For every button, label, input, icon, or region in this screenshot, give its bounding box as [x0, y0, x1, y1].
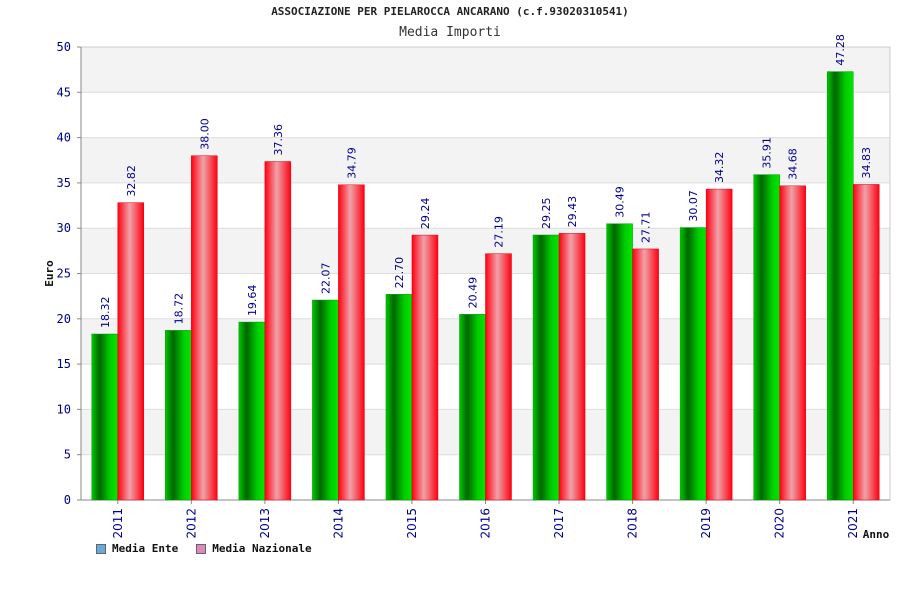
- y-tick-label: 20: [57, 312, 71, 326]
- data-label: 38.00: [198, 118, 211, 150]
- legend-swatch-media-ente: [96, 543, 106, 554]
- x-tick-label: 2020: [773, 508, 787, 539]
- y-tick-label: 40: [57, 131, 71, 145]
- data-label: 22.07: [319, 263, 332, 295]
- chart-title: ASSOCIAZIONE PER PIELAROCCA ANCARANO (c.…: [271, 5, 629, 18]
- data-label: 35.91: [761, 137, 774, 169]
- y-tick-label: 50: [57, 40, 71, 54]
- data-label: 34.79: [345, 147, 358, 179]
- bar-media-ente-2016: [459, 314, 486, 501]
- bar-media-ente-2018: [606, 223, 633, 501]
- bar-media-nazionale-2015: [411, 234, 439, 501]
- y-tick-label: 35: [57, 176, 71, 190]
- legend-item-media-nazionale: Media Nazionale: [196, 542, 312, 555]
- x-tick-label: 2019: [699, 508, 713, 539]
- data-label: 29.24: [419, 198, 432, 230]
- x-tick-label: 2017: [552, 508, 566, 539]
- bar-media-nazionale-2013: [264, 161, 292, 501]
- data-label: 22.70: [393, 257, 406, 289]
- x-tick-label: 2018: [626, 508, 640, 539]
- bar-media-ente-2015: [385, 294, 413, 501]
- x-tick-label: 2014: [331, 508, 345, 539]
- x-tick-label: 2013: [258, 508, 272, 539]
- data-label: 18.72: [172, 293, 185, 325]
- y-tick-label: 30: [57, 221, 71, 235]
- data-label: 27.19: [493, 216, 506, 248]
- data-label: 34.32: [713, 152, 726, 184]
- y-tick-label: 10: [57, 402, 71, 416]
- bar-media-nazionale-2020: [779, 185, 806, 501]
- bar-media-ente-2020: [753, 174, 780, 501]
- data-label: 30.07: [687, 190, 700, 222]
- x-tick-label: 2015: [405, 508, 419, 539]
- x-tick-label: 2011: [111, 508, 125, 539]
- legend-label-media-ente: Media Ente: [112, 542, 179, 555]
- legend: Media Ente Media Nazionale: [96, 542, 312, 555]
- y-tick-label: 45: [57, 85, 71, 99]
- y-tick-label: 0: [64, 493, 71, 507]
- bar-media-nazionale-2012: [191, 155, 218, 501]
- y-axis-label: Euro: [43, 260, 56, 287]
- data-label: 32.82: [125, 165, 138, 197]
- x-axis-label: Anno: [863, 528, 890, 541]
- x-tick-label: 2012: [184, 508, 198, 539]
- chart-subtitle: Media Importi: [399, 25, 501, 40]
- data-label: 30.49: [614, 186, 627, 218]
- y-tick-label: 5: [64, 448, 71, 462]
- grid-band: [81, 47, 890, 93]
- bar-media-ente-2011: [91, 333, 119, 501]
- data-label: 34.68: [787, 148, 800, 180]
- legend-item-media-ente: Media Ente: [96, 542, 178, 555]
- data-label: 18.32: [99, 297, 112, 329]
- data-label: 47.28: [834, 34, 847, 66]
- data-label: 29.43: [566, 196, 579, 228]
- data-label: 19.64: [246, 285, 259, 317]
- x-tick-label: 2016: [479, 508, 493, 539]
- bar-media-nazionale-2014: [338, 184, 365, 501]
- data-label: 37.36: [272, 124, 285, 156]
- y-tick-label: 25: [57, 267, 71, 281]
- bar-media-nazionale-2018: [632, 248, 659, 501]
- bar-media-ente-2013: [238, 321, 266, 501]
- legend-swatch-media-nazionale: [196, 543, 207, 554]
- bar-media-nazionale-2021: [852, 184, 880, 501]
- data-label: 20.49: [467, 277, 480, 309]
- bar-media-ente-2012: [165, 330, 192, 501]
- y-tick-label: 15: [57, 357, 71, 371]
- bar-media-nazionale-2019: [705, 188, 733, 501]
- data-label: 27.71: [640, 211, 653, 243]
- bar-media-ente-2019: [679, 227, 707, 501]
- bar-media-nazionale-2017: [558, 233, 586, 501]
- legend-label-media-nazionale: Media Nazionale: [212, 542, 312, 555]
- data-label: 29.25: [540, 197, 553, 229]
- bar-media-ente-2021: [826, 71, 854, 501]
- data-label: 34.83: [860, 147, 873, 179]
- bar-media-ente-2014: [312, 299, 339, 501]
- bar-media-nazionale-2011: [117, 202, 145, 501]
- bar-media-nazionale-2016: [485, 253, 512, 501]
- bar-media-ente-2017: [532, 234, 560, 501]
- grid-band: [81, 92, 890, 138]
- x-tick-label: 2021: [846, 508, 860, 539]
